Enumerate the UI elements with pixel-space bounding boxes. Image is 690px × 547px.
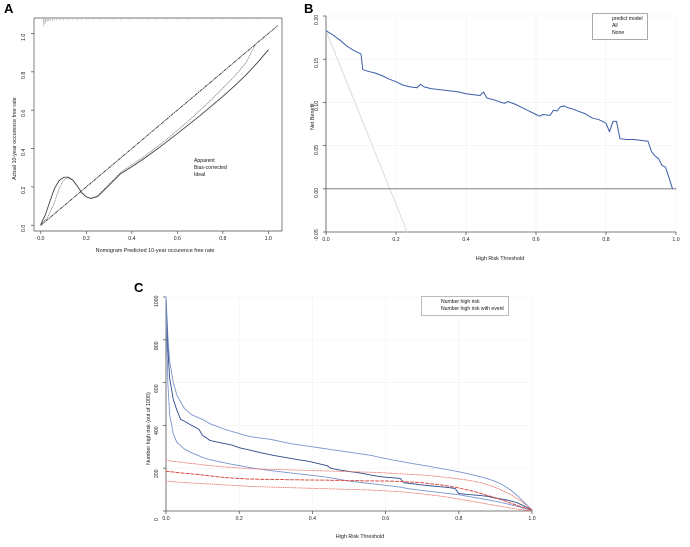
legend-item-number-high-risk: Number high risk: [425, 299, 504, 306]
tick-label: 0.15: [314, 58, 320, 69]
tick-label: 0.0: [322, 237, 330, 243]
tick-label: 0.20: [314, 14, 320, 25]
tick-label: 200: [154, 469, 160, 479]
panel-b-plot: [323, 15, 677, 235]
tick-label: 1.0: [672, 237, 680, 243]
legend-label-none: None: [612, 30, 625, 36]
tick-label: 0.00: [314, 187, 320, 198]
panel-c-legend: Number high risk Number high risk with e…: [421, 296, 509, 316]
legend-label-number-high-risk: Number high risk: [441, 299, 480, 305]
panel-c-letter: C: [134, 280, 144, 295]
tick-label: 0.6: [21, 109, 27, 118]
tick-label: 800: [154, 341, 160, 350]
panel-a-xlabel: Nomogram Predicted 10-year occurence fre…: [95, 248, 215, 254]
tick-label: 0.8: [455, 516, 463, 522]
legend-item-ideal: Ideal: [178, 172, 227, 179]
tick-label: 0.4: [21, 148, 27, 156]
legend-item-number-high-risk-with-event: Number high risk with event: [425, 306, 504, 313]
legend-label-ideal: Ideal: [194, 172, 206, 178]
tick-label: 0.4: [308, 516, 316, 522]
tick-label: 1.0: [528, 516, 536, 522]
tick-label: 0.05: [314, 144, 320, 155]
panel-c-ylabel: Number high risk (out of 1000): [146, 392, 152, 465]
tick-label: 0: [154, 518, 160, 521]
panel-b-letter: B: [304, 1, 314, 16]
tick-label: 0.6: [381, 516, 390, 522]
legend-label-apparent: Apparent: [194, 158, 215, 164]
legend-item-apparent: Apparent: [178, 158, 227, 165]
panel-c: C High Risk Threshold Number high risk (…: [130, 275, 560, 547]
panel-a: A Nomogram Predicted 10-year occurence f…: [0, 0, 300, 262]
panel-c-xlabel: High Risk Threshold: [335, 534, 385, 540]
tick-label: 1.0: [264, 236, 272, 242]
tick-label: 400: [154, 426, 160, 436]
panel-a-ylabel: Actual 10-year occurence free rate: [12, 97, 18, 180]
tick-label: 0.8: [219, 236, 227, 242]
panel-a-letter: A: [4, 1, 14, 16]
legend-label-bias-corrected: Bias-corrected: [194, 165, 227, 171]
tick-label: 0.2: [82, 236, 90, 242]
panel-b-xlabel: High Risk Threshold: [475, 256, 525, 262]
tick-label: 0.4: [128, 236, 136, 242]
tick-label: 0.8: [602, 237, 610, 243]
legend-label-number-high-risk-with-event: Number high risk with event: [441, 306, 504, 312]
tick-label: 1000: [154, 295, 160, 307]
tick-label: -0.05: [314, 229, 320, 241]
tick-label: 0.2: [21, 186, 27, 194]
legend-item-predict-model: predict model: [596, 16, 643, 23]
tick-label: 0.0: [21, 225, 27, 233]
panel-c-plot: [163, 296, 533, 514]
panel-a-legend: Apparent Bias-corrected Ideal: [178, 158, 227, 179]
legend-item-bias-corrected: Bias-corrected: [178, 165, 227, 172]
tick-label: 600: [154, 383, 160, 393]
tick-label: 0.6: [532, 237, 540, 243]
panel-b-legend: predict model All None: [592, 13, 648, 40]
legend-item-all: All: [596, 23, 643, 30]
tick-label: 0.6: [173, 236, 181, 242]
tick-label: 0.2: [392, 237, 400, 243]
legend-label-predict-model: predict model: [612, 16, 643, 22]
panel-b: B High Risk Threshold Net Benefit predic…: [300, 0, 690, 270]
legend-label-all: All: [612, 23, 618, 29]
tick-label: 0.2: [235, 516, 243, 522]
tick-label: 0.0: [162, 516, 170, 522]
tick-label: 0.0: [37, 236, 45, 242]
tick-label: 0.4: [462, 237, 470, 243]
tick-label: 0.8: [21, 71, 27, 79]
panel-a-plot: [31, 17, 283, 234]
tick-label: 1.0: [21, 33, 27, 41]
legend-item-none: None: [596, 30, 643, 37]
tick-label: 0.10: [314, 101, 320, 112]
